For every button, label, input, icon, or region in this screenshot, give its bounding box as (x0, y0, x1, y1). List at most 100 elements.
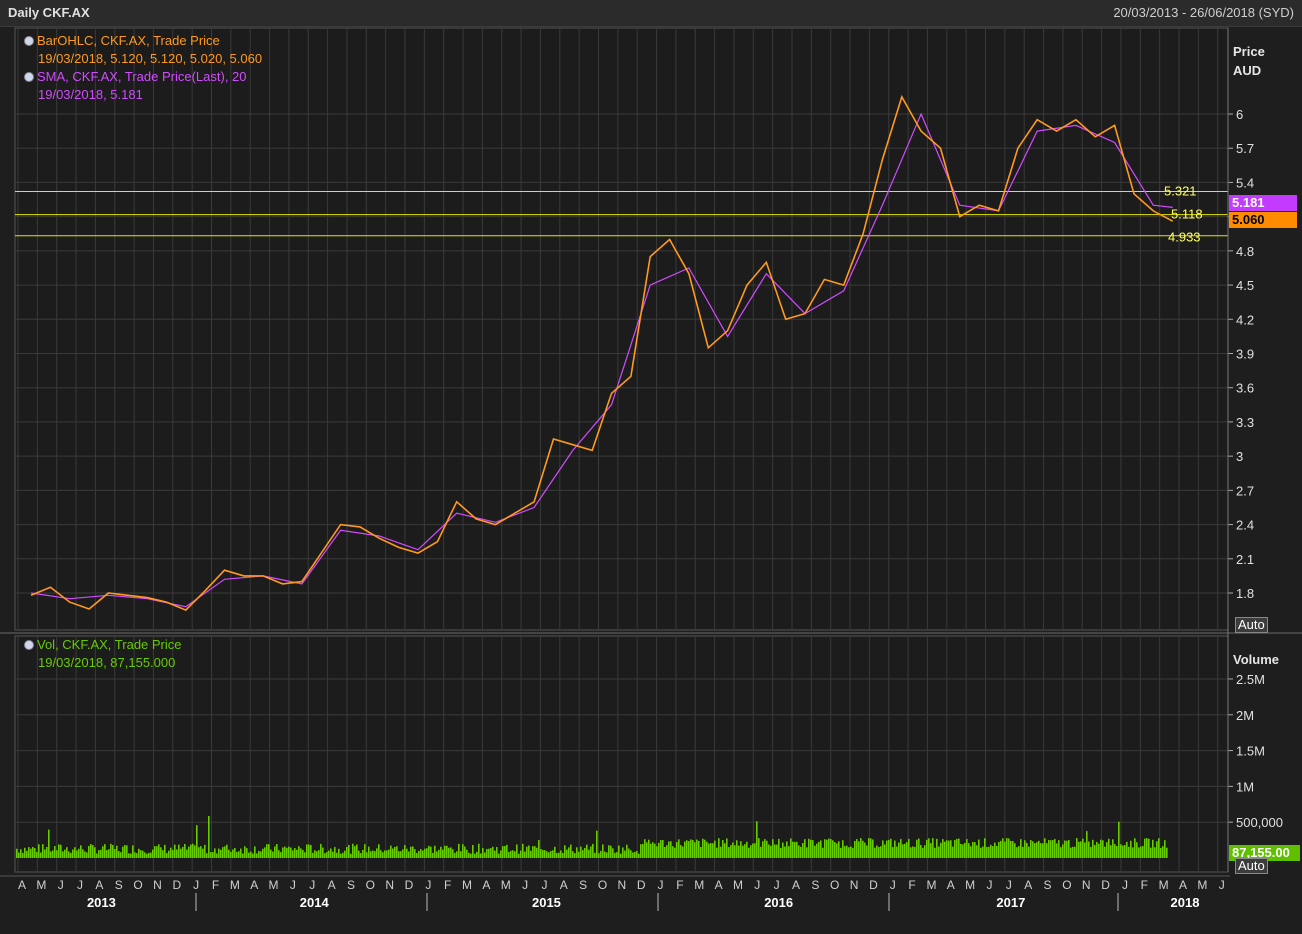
volume-bar (688, 841, 690, 858)
circle-info-icon[interactable] (24, 36, 34, 46)
volume-bar (130, 853, 132, 858)
legend-sma-values: 19/03/2018, 5.181 (38, 87, 143, 102)
volume-bar (1014, 843, 1016, 858)
price-panel (14, 27, 1229, 631)
month-tick-label: J (1006, 878, 1012, 892)
volume-bar (292, 850, 294, 858)
volume-bar (726, 838, 728, 858)
volume-bar (576, 847, 578, 858)
volume-bar (602, 844, 604, 858)
volume-bar (1072, 846, 1074, 858)
volume-bar (838, 841, 840, 858)
month-tick-label: M (733, 878, 743, 892)
volume-bar (1104, 846, 1106, 858)
volume-bar (244, 846, 246, 858)
volume-bar (1142, 846, 1144, 858)
volume-bar (604, 851, 606, 858)
volume-bar (718, 838, 720, 858)
volume-bar (470, 853, 472, 858)
volume-bar (1044, 838, 1046, 858)
volume-bar (24, 847, 26, 858)
year-label: 2017 (996, 895, 1025, 910)
volume-bar (240, 848, 242, 858)
volume-bar (764, 839, 766, 858)
volume-bar (438, 849, 440, 858)
volume-bar (508, 851, 510, 858)
volume-bar (286, 847, 288, 858)
volume-bar (106, 850, 108, 858)
volume-bar (358, 850, 360, 858)
volume-bar (302, 849, 304, 858)
month-tick-label: A (560, 878, 568, 892)
volume-bar (386, 850, 388, 858)
volume-bar (706, 841, 708, 858)
volume-bar (1118, 821, 1120, 858)
volume-bar (836, 843, 838, 858)
horizontal-line-label: 5.321 (1164, 183, 1197, 198)
volume-bar (80, 845, 82, 858)
volume-bar (432, 852, 434, 858)
volume-bar (982, 846, 984, 858)
volume-bar (598, 853, 600, 858)
volume-bar (280, 852, 282, 858)
volume-bar (944, 841, 946, 858)
volume-bar (150, 852, 152, 858)
volume-bar (242, 853, 244, 858)
legend-volume-values: 19/03/2018, 87,155.000 (38, 655, 176, 670)
volume-bar (924, 845, 926, 858)
volume-bars (16, 815, 1168, 858)
volume-bar (1146, 838, 1148, 858)
volume-bar (654, 843, 656, 858)
month-tick-label: J (987, 878, 993, 892)
month-tick-label: O (1062, 878, 1071, 892)
grid (0, 27, 1302, 873)
volume-bar (922, 847, 924, 858)
horizontal-line-label: 5.118 (1171, 207, 1203, 222)
price-auto-button[interactable]: Auto (1235, 617, 1268, 633)
volume-bar (104, 844, 106, 858)
month-tick-label: J (541, 878, 547, 892)
volume-bar (500, 850, 502, 858)
vol-tick-label: 1.5M (1236, 744, 1265, 759)
volume-bar (100, 849, 102, 858)
month-tick-label: D (637, 878, 646, 892)
month-tick-label: O (830, 878, 839, 892)
volume-bar (528, 845, 530, 858)
volume-bar (392, 848, 394, 858)
volume-bar (366, 852, 368, 858)
month-tick-label: F (444, 878, 451, 892)
volume-auto-button[interactable]: Auto (1235, 858, 1268, 874)
volume-bar (730, 845, 732, 858)
vol-tick-label: 1M (1236, 779, 1254, 794)
month-tick-label: S (811, 878, 819, 892)
volume-bar (916, 839, 918, 858)
volume-bar (1028, 846, 1030, 858)
volume-bar (368, 846, 370, 858)
volume-bar (638, 853, 640, 858)
circle-info-icon[interactable] (24, 640, 34, 650)
month-tick-label: N (1082, 878, 1091, 892)
circle-info-icon[interactable] (24, 72, 34, 82)
month-tick-label: F (212, 878, 219, 892)
volume-bar (1030, 840, 1032, 858)
volume-bar (914, 846, 916, 858)
volume-bar (288, 846, 290, 858)
volume-bar (534, 846, 536, 858)
volume-bar (736, 840, 738, 858)
last-price-tag: 5.060 (1229, 212, 1297, 228)
volume-bar (840, 847, 842, 858)
month-tick-label: F (1141, 878, 1148, 892)
volume-bar (1094, 844, 1096, 858)
volume-bar (308, 844, 310, 858)
volume-bar (298, 846, 300, 858)
y-tick-label: 3.9 (1236, 347, 1254, 362)
volume-bar (858, 841, 860, 858)
volume-bar (342, 852, 344, 858)
volume-bar (512, 850, 514, 858)
volume-bar (498, 853, 500, 858)
volume-bar (616, 852, 618, 858)
volume-bar (52, 850, 54, 858)
month-tick-label: J (309, 878, 315, 892)
volume-bar (214, 848, 216, 858)
